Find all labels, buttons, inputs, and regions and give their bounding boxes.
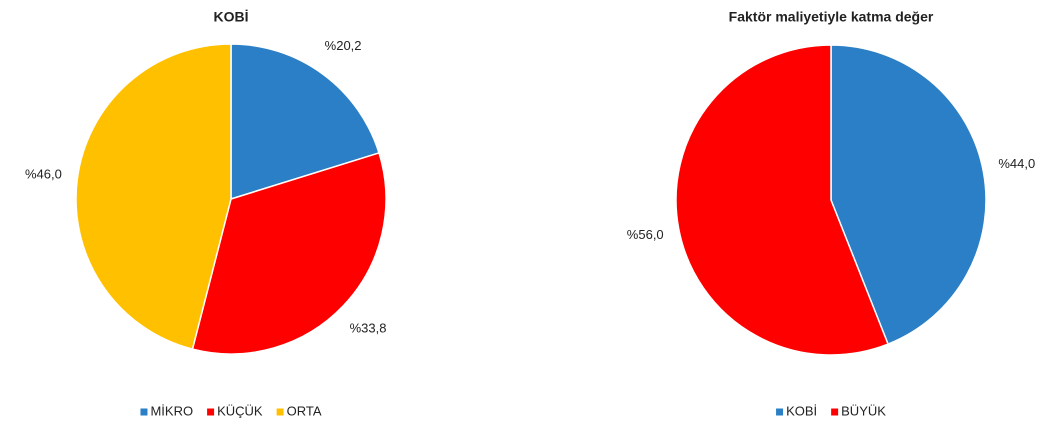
pie-slice	[191, 152, 387, 355]
data-label: %56,0	[627, 227, 664, 242]
data-label: %20,2	[325, 38, 362, 53]
legend-label: KÜÇÜK	[217, 403, 263, 418]
legend-swatch	[140, 408, 148, 416]
legend-label: BÜYÜK	[841, 403, 886, 418]
legend-label: ORTA	[287, 403, 322, 418]
pie-slice	[830, 44, 987, 346]
legend-label: KOBİ	[786, 403, 817, 418]
legend-label: MİKRO	[150, 403, 193, 418]
data-label: %46,0	[25, 167, 62, 182]
legend-swatch	[207, 408, 215, 416]
chart-title: KOBİ	[214, 9, 249, 25]
chart-title: Faktör maliyetiyle katma değer	[729, 9, 934, 25]
pie-slice	[675, 44, 890, 356]
legend-swatch	[276, 408, 284, 416]
pie-slice	[75, 43, 232, 351]
legend-swatch	[831, 408, 839, 416]
legend-swatch	[776, 408, 784, 416]
data-label: %44,0	[998, 156, 1035, 171]
pie-slice	[230, 43, 380, 201]
data-label: %33,8	[350, 321, 387, 336]
